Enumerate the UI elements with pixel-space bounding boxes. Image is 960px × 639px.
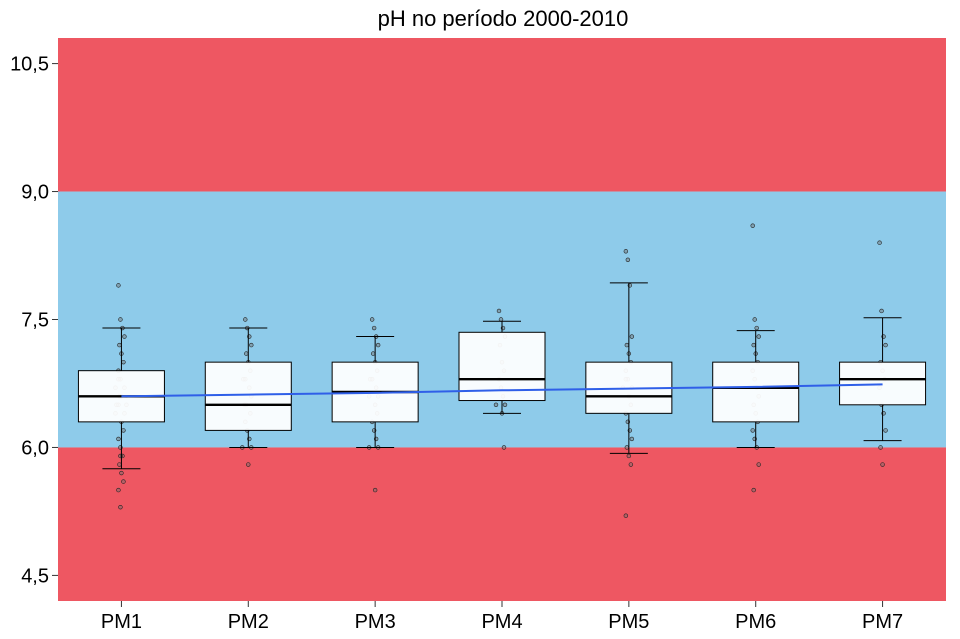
data-point — [249, 342, 254, 348]
box-pm6 — [712, 361, 800, 423]
y-axis: 4,5 6,0 7,5 9,0 10,5 — [10, 54, 58, 587]
data-point — [121, 359, 126, 365]
data-point — [121, 479, 126, 484]
data-point — [119, 470, 124, 476]
data-point — [880, 462, 885, 467]
data-point — [624, 445, 630, 450]
y-tick-label: 4,5 — [21, 565, 49, 587]
y-tick-label: 7,5 — [21, 310, 49, 332]
data-point — [752, 317, 757, 322]
threshold-bands — [58, 38, 946, 601]
data-point — [246, 462, 251, 467]
x-tick-label: PM1 — [101, 611, 142, 633]
x-tick-label: PM3 — [355, 611, 396, 633]
data-point — [623, 513, 629, 518]
x-tick-label: PM5 — [608, 611, 649, 633]
data-point — [244, 351, 249, 356]
data-point — [116, 283, 121, 288]
data-point — [369, 317, 375, 322]
y-tick-label: 9,0 — [21, 182, 49, 204]
data-point — [624, 342, 630, 348]
data-point — [625, 257, 631, 262]
data-point — [117, 342, 122, 348]
data-point — [751, 487, 756, 493]
data-point — [877, 240, 882, 245]
data-point — [879, 308, 884, 314]
data-point — [122, 334, 127, 339]
data-point — [116, 436, 121, 442]
band-0 — [58, 38, 946, 192]
data-point — [750, 223, 755, 228]
trend-line-group — [121, 383, 883, 398]
data-point — [878, 445, 883, 450]
band-2 — [58, 447, 946, 601]
x-axis: PM1 PM2 PM3 PM4 PM5 PM6 PM7 — [101, 601, 903, 633]
data-point — [750, 428, 755, 433]
x-tick-label: PM2 — [228, 611, 269, 633]
data-point — [370, 351, 376, 356]
data-point — [375, 342, 381, 348]
trend-line — [121, 383, 883, 398]
x-tick-label: PM4 — [481, 611, 522, 633]
x-tick-label: PM6 — [735, 611, 776, 633]
data-point — [502, 402, 508, 408]
data-point — [496, 308, 502, 314]
data-point — [751, 342, 756, 348]
data-point — [116, 487, 121, 493]
chart-title: pH no período 2000-2010 — [378, 6, 629, 31]
box-group — [77, 282, 927, 470]
y-tick-label: 6,0 — [21, 437, 49, 459]
data-point — [372, 487, 378, 493]
data-point — [118, 317, 123, 322]
data-point — [121, 428, 126, 433]
data-point — [623, 249, 629, 254]
y-tick-label: 10,5 — [10, 54, 49, 76]
data-point — [118, 504, 123, 510]
data-point — [883, 428, 888, 433]
data-point — [756, 462, 761, 467]
data-point — [754, 325, 759, 331]
data-point — [371, 325, 377, 331]
box-pm2 — [204, 361, 292, 431]
data-point — [629, 334, 635, 339]
data-point — [628, 462, 634, 467]
data-point — [883, 342, 888, 348]
data-point — [756, 334, 761, 339]
data-point — [629, 436, 635, 442]
x-tick-label: PM7 — [862, 611, 903, 633]
data-point — [626, 453, 632, 459]
data-point — [117, 462, 122, 467]
data-point — [501, 445, 507, 450]
data-point — [243, 317, 248, 322]
box-pm7 — [839, 361, 927, 406]
data-point — [493, 402, 499, 408]
